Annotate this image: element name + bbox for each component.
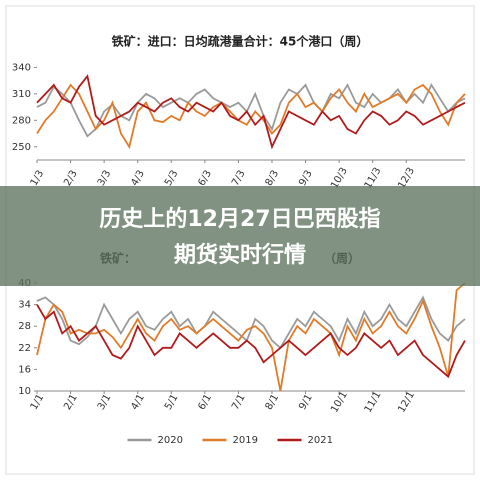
series-line: [36, 74, 466, 150]
y-tick-label: 280: [12, 115, 31, 126]
series-line: [36, 295, 466, 350]
y-tick-label: 28: [18, 321, 31, 332]
series-line: [36, 282, 466, 392]
y-tick-label: 250: [12, 142, 31, 153]
y-tick-label: 34: [18, 300, 31, 311]
chart-title: 铁矿：进口：日均疏港量合计：45个港口（周）: [112, 34, 369, 49]
y-tick-label: 16: [18, 364, 31, 375]
banner-line: 期货实时行情: [174, 242, 306, 268]
y-tick-label: 22: [18, 343, 31, 354]
y-tick-label: 310: [12, 89, 31, 100]
y-tick-label: 10: [18, 386, 31, 397]
banner: [0, 186, 480, 286]
series-line: [36, 83, 466, 138]
series-line: [36, 304, 466, 379]
legend-label: 2021: [308, 435, 333, 446]
banner-line: 历史上的12月27日巴西股指: [99, 206, 380, 232]
y-tick-label: 340: [12, 62, 31, 73]
legend-label: 2020: [158, 435, 183, 446]
legend-label: 2019: [233, 435, 258, 446]
